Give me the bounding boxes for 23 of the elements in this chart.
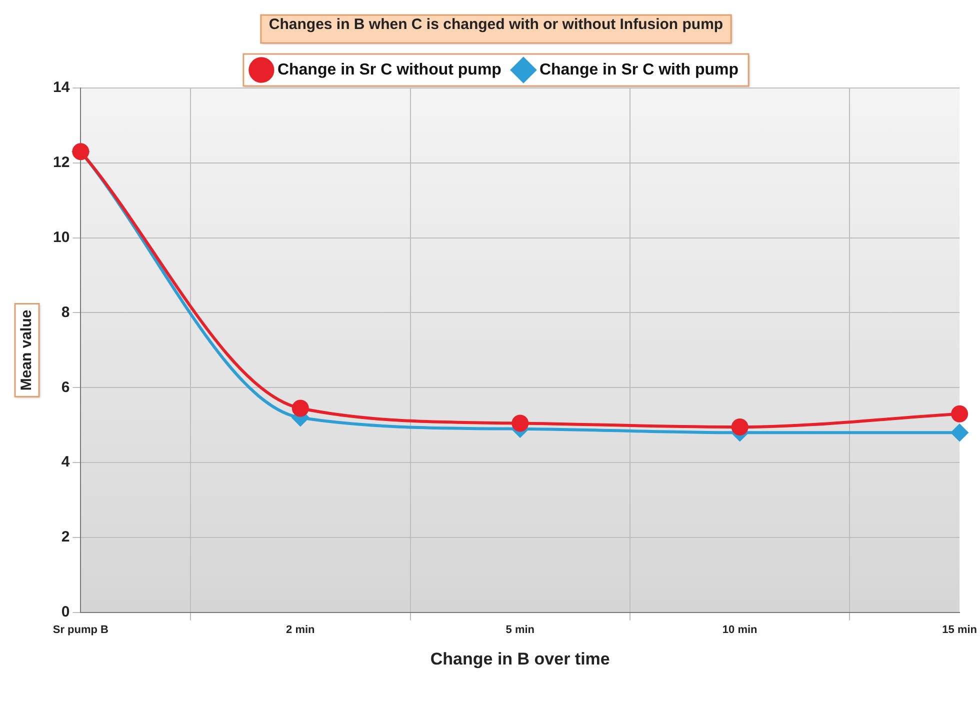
x-tick-label: 5 min xyxy=(506,624,535,636)
y-tick-label: 8 xyxy=(61,304,70,321)
y-tick-label: 2 xyxy=(61,528,70,546)
x-tick-label: Sr pump B xyxy=(52,624,109,636)
y-tick-label: 14 xyxy=(52,79,70,96)
x-tick-label: 2 min xyxy=(286,624,316,636)
x-tick-label: 10 min xyxy=(722,624,758,636)
y-tick-label: 10 xyxy=(52,228,70,246)
y-tick-label: 4 xyxy=(61,454,70,471)
point xyxy=(951,424,968,442)
legend-label: Change in Sr C with pump xyxy=(539,61,739,78)
point xyxy=(951,405,968,422)
y-axis-title: Mean value xyxy=(18,310,36,391)
x-axis-title: Change in B over time xyxy=(430,649,610,668)
point xyxy=(731,418,748,436)
y-tick-label: 0 xyxy=(61,604,70,621)
y-tick-label: 6 xyxy=(61,378,70,396)
point xyxy=(292,400,309,417)
x-tick-label: 15 min xyxy=(942,624,978,636)
y-tick-label: 12 xyxy=(52,154,70,172)
chart-title: Changes in B when C is changed with or without Infusion pump xyxy=(268,16,724,34)
point xyxy=(512,414,529,432)
legend-label: Change in Sr C without pump xyxy=(277,61,502,78)
